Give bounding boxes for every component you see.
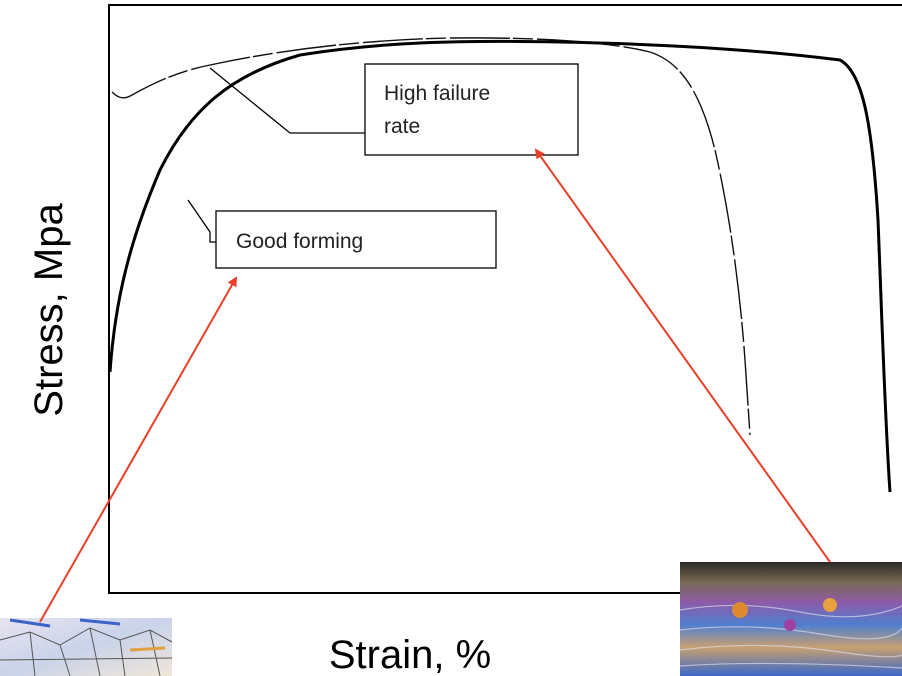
callout-text: rate [384,115,420,138]
x-axis-label: Strain, % [329,633,491,676]
callout-text: Good forming [236,230,363,253]
plot-frame [108,4,902,594]
arrow [534,148,831,563]
leader-line [209,67,365,134]
curve-thick [108,39,892,493]
micrograph-right [679,562,902,676]
y-axis-label: Stress, Mpa [27,203,71,417]
callout-box [364,63,579,156]
callout-text: High failure [384,82,490,105]
leader-line [187,199,216,243]
arrow [39,276,237,623]
micrograph-left [0,618,173,676]
callout-box [215,210,497,269]
curve-thin [111,37,751,436]
